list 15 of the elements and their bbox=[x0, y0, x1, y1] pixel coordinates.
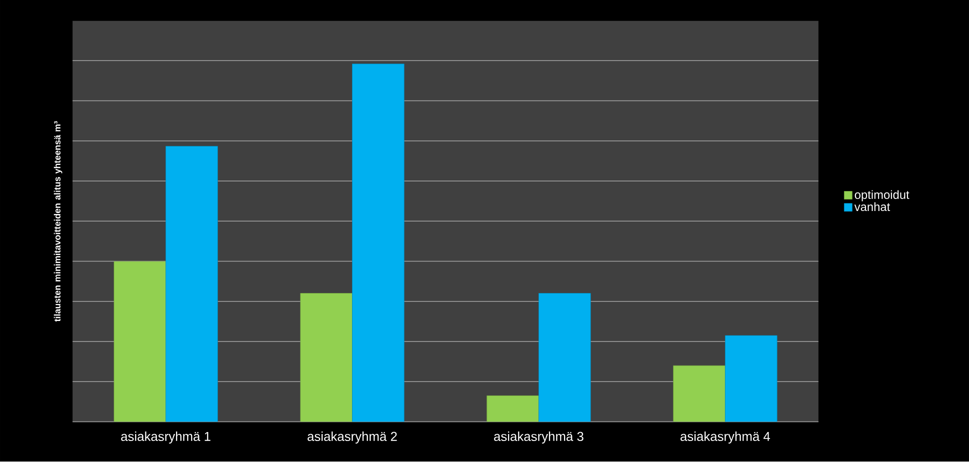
y-axis-title: tilausten minimitavoitteiden alitus yhteensä m³ bbox=[54, 121, 62, 322]
legend-label: vanhat bbox=[854, 202, 890, 212]
bar bbox=[300, 293, 352, 422]
bar bbox=[486, 396, 539, 422]
x-tick-label: asiakasryhmä 2 bbox=[308, 432, 397, 444]
legend-label: optimoidut bbox=[854, 190, 910, 202]
bar bbox=[166, 146, 218, 422]
x-tick-label: asiakasryhmä 3 bbox=[494, 432, 584, 444]
bar bbox=[725, 335, 778, 422]
bar bbox=[352, 64, 404, 422]
x-tick-label: asiakasryhmä 4 bbox=[680, 432, 770, 444]
bar bbox=[114, 261, 166, 422]
x-tick-label: asiakasryhmä 1 bbox=[121, 432, 210, 444]
bar bbox=[673, 366, 726, 422]
bar bbox=[538, 293, 591, 422]
